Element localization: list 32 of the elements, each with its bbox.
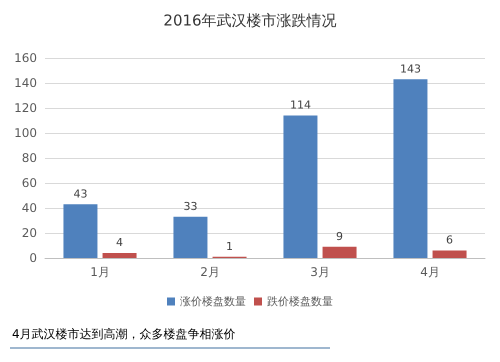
data-label: 6: [446, 234, 454, 246]
bar: [432, 250, 467, 258]
bar: [283, 116, 318, 258]
bar: [63, 204, 98, 258]
y-tick-label: 40: [22, 201, 37, 215]
data-label: 1: [226, 240, 234, 253]
x-tick-label: 3月: [310, 265, 330, 279]
bar: [102, 253, 137, 258]
bar: [173, 216, 208, 258]
y-tick-label: 160: [14, 51, 37, 65]
y-tick-label: 120: [14, 101, 37, 115]
x-tick-label: 2月: [200, 265, 220, 279]
text: 4月武汉楼市达到高潮，众多楼盘争相涨价: [12, 327, 236, 341]
legend-label: 涨价楼盘数量: [180, 295, 246, 308]
y-tick-label: 140: [14, 76, 37, 90]
data-label: 33: [183, 200, 198, 213]
y-tick-label: 80: [22, 151, 37, 165]
y-tick-label: 20: [22, 226, 37, 240]
x-tick-label: 4月: [420, 265, 440, 279]
y-tick-label: 0: [29, 251, 37, 265]
legend-label: 跌价楼盘数量: [267, 295, 333, 308]
bar: [393, 79, 428, 258]
x-tick-label: 1月: [90, 265, 110, 279]
data-label: 114: [290, 98, 311, 112]
data-label: 143: [400, 62, 421, 76]
bar: [322, 246, 357, 258]
data-label: 4: [116, 236, 124, 249]
y-tick-label: 100: [14, 126, 37, 140]
data-label: 43: [73, 187, 88, 200]
y-tick-label: 60: [22, 176, 37, 190]
data-label: 9: [336, 230, 344, 243]
chart-title: 2016年武汉楼市涨跌情况: [163, 12, 337, 30]
